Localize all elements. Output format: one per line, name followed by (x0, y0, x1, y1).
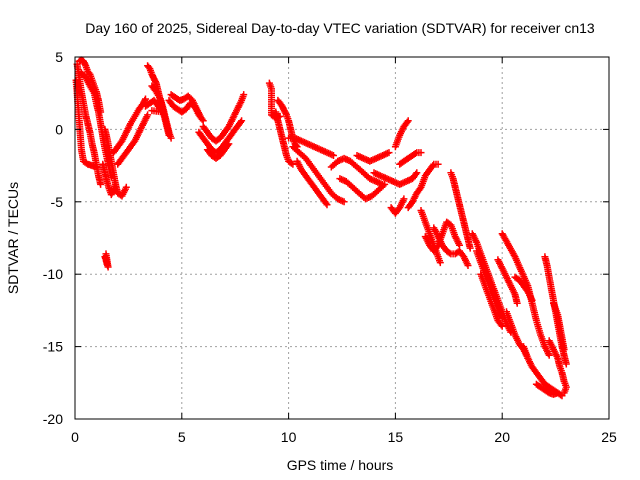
data-point-marker (148, 107, 156, 115)
series-trace-21 (285, 134, 337, 159)
data-point-marker (413, 169, 421, 177)
data-point-marker (562, 360, 570, 368)
data-point-marker (330, 152, 337, 159)
series-trace-19 (274, 96, 301, 151)
data-point-marker (224, 141, 232, 149)
data-point-marker (417, 149, 425, 157)
data-point-marker (446, 249, 453, 257)
data-point-marker (238, 117, 246, 125)
data-point-marker (411, 150, 419, 157)
series-trace-22 (289, 143, 348, 206)
data-point-marker (240, 91, 248, 99)
series-trace-23 (293, 157, 331, 209)
series-trace-47 (550, 299, 568, 353)
series-trace-29 (387, 195, 408, 217)
series-trace-31 (404, 160, 442, 212)
data-point-marker (560, 346, 568, 353)
data-point-marker (97, 180, 105, 188)
series-trace-43 (520, 343, 566, 400)
data-point-marker (289, 160, 297, 168)
y-axis-label: SDTVAR / TECUs (5, 182, 21, 294)
data-point-marker (287, 159, 295, 167)
data-point-marker (340, 198, 348, 206)
data-point-marker (466, 244, 474, 252)
data-point-marker (434, 160, 442, 168)
data-point-marker (142, 95, 149, 103)
y-tick-label: 5 (55, 49, 63, 65)
data-point-marker (197, 114, 205, 122)
data-point-marker (237, 118, 244, 126)
series-trace-20 (272, 108, 297, 168)
data-point-marker (497, 321, 505, 329)
data-point-marker (102, 250, 110, 258)
series-trace-40 (498, 230, 553, 359)
plot-area-border (74, 56, 610, 420)
series-trace-25 (336, 175, 389, 203)
series-trace-37 (473, 247, 506, 322)
y-tick-label: -10 (43, 266, 63, 282)
data-point-marker (225, 140, 233, 148)
series-trace-09 (114, 111, 152, 168)
data-point-marker (403, 118, 411, 126)
x-tick-label: 5 (178, 429, 186, 445)
x-tick-label: 0 (71, 429, 79, 445)
series-trace-27 (370, 169, 421, 188)
series-trace-30 (396, 149, 425, 168)
data-points (72, 56, 570, 400)
data-point-marker (385, 149, 393, 157)
data-point-marker (144, 111, 152, 119)
data-point-marker (464, 262, 472, 269)
series-trace-12 (148, 82, 175, 142)
data-point-marker (412, 170, 420, 178)
y-tick-label: 0 (55, 121, 63, 137)
series-trace-44 (532, 380, 562, 398)
series-trace-34 (430, 224, 472, 269)
data-point-marker (554, 389, 562, 397)
data-point-marker (513, 299, 521, 307)
data-point-marker (122, 183, 130, 191)
data-point-marker (436, 259, 444, 267)
data-point-marker (429, 162, 437, 170)
data-point-marker (498, 322, 506, 330)
x-tick-label: 20 (494, 429, 510, 445)
series-trace-24 (327, 154, 387, 188)
series-trace-17 (203, 140, 233, 162)
series-trace-02 (75, 56, 105, 116)
series-trace-14 (167, 91, 205, 122)
series-trace-16 (199, 91, 248, 145)
data-point-marker (498, 314, 506, 322)
series-trace-46 (545, 337, 570, 397)
y-tick-label: -20 (43, 411, 63, 427)
series-trace-08 (109, 95, 149, 157)
data-point-marker (322, 199, 330, 207)
series-trace-06 (99, 160, 120, 199)
series-trace-35 (447, 169, 474, 252)
data-point-marker (400, 195, 408, 203)
data-point-marker (112, 180, 120, 188)
data-point-marker (404, 117, 412, 125)
x-tick-label: 15 (388, 429, 404, 445)
data-point-marker (528, 296, 536, 304)
data-point-marker (323, 201, 331, 209)
axis-ticks: 0 5 10 15 20 25 5 0 -5 -10 -15 -20 (43, 49, 617, 445)
series-trace-07 (101, 250, 112, 271)
series-trace-39 (494, 256, 521, 307)
x-tick-label: 25 (601, 429, 617, 445)
data-point-marker (381, 180, 389, 188)
x-axis-label: GPS time / hours (287, 457, 394, 473)
data-point-marker (560, 389, 568, 397)
series-trace-42 (511, 273, 536, 304)
x-tick-label: 10 (281, 429, 297, 445)
data-point-marker (167, 134, 175, 142)
data-point-marker (92, 163, 100, 171)
y-tick-label: -15 (43, 339, 63, 355)
series-trace-26 (353, 149, 393, 165)
series-trace-38 (477, 270, 506, 330)
data-point-marker (545, 351, 553, 359)
y-tick-label: -5 (51, 194, 64, 210)
series-trace-28 (391, 117, 412, 151)
chart-title: Day 160 of 2025, Sidereal Day-to-day VTE… (85, 20, 595, 36)
